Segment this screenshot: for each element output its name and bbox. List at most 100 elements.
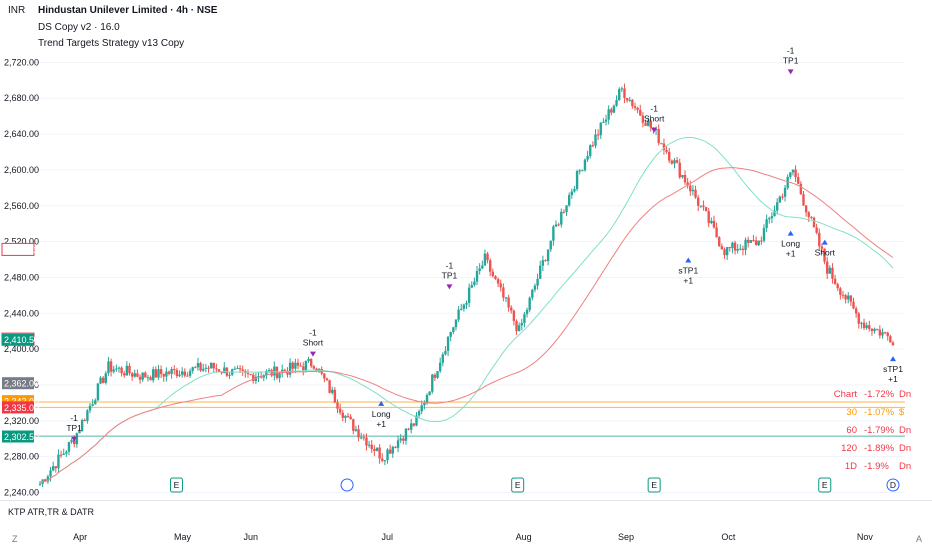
candle-body (75, 433, 79, 445)
corner-right-label[interactable]: A (916, 534, 923, 544)
candle-body (686, 182, 689, 186)
candle-body (338, 408, 342, 413)
candle-body (454, 319, 458, 328)
candle-body (589, 145, 592, 156)
candle-body (83, 420, 86, 422)
indicator-trend-targets[interactable]: Trend Targets Strategy v13 Copy (38, 38, 185, 49)
atr-pane[interactable]: KTP ATR,TR & DATR (0, 500, 932, 523)
candle-body (415, 415, 418, 426)
candle-body (668, 152, 671, 161)
candle-body (173, 368, 176, 370)
earnings-marker-label: E (822, 480, 828, 490)
candle-body (876, 328, 879, 330)
signal-arrow-up-icon (890, 356, 896, 362)
candle-body (407, 428, 410, 430)
candle-body (591, 145, 595, 147)
moving-average-fast (39, 136, 894, 485)
candle-body (702, 205, 705, 208)
signal-arrow-up-icon (821, 239, 828, 245)
candle-body (715, 227, 718, 238)
candle-body (765, 219, 768, 228)
candle-body (694, 189, 697, 198)
signal-label: -1 (787, 45, 795, 55)
y-tick-label: 2,640.00 (4, 129, 39, 139)
signal-label: -1 (650, 104, 658, 114)
candle-body (204, 367, 208, 369)
candle-body (554, 224, 558, 227)
x-tick-label: Jun (243, 532, 258, 542)
candle-body (515, 320, 518, 332)
y-tick-label: 2,600.00 (4, 165, 39, 175)
candle-body (180, 371, 184, 375)
candle-body (496, 279, 500, 284)
candle-body (531, 289, 534, 298)
candle-body (449, 331, 452, 337)
candle-body (836, 284, 839, 289)
y-tick-label: 2,400.00 (4, 344, 39, 354)
candle-body (557, 224, 560, 226)
candle-body (873, 328, 876, 332)
candle-body (383, 460, 387, 462)
candle-body (444, 350, 447, 355)
candle-body (107, 361, 110, 374)
table-row-value: -1.07% (864, 407, 895, 418)
candle-body (807, 212, 810, 217)
candle-body (718, 237, 721, 247)
signal-label: Long (781, 239, 800, 249)
candle-body (878, 329, 882, 336)
candle-body (478, 268, 481, 271)
candle-body (862, 322, 866, 328)
candle-body (707, 211, 710, 224)
candle-body (183, 371, 186, 376)
table-row-value: -1.79% (864, 425, 895, 436)
table-row-direction: Dn (899, 461, 911, 472)
candle-body (112, 369, 115, 372)
signal-arrow-down-icon (309, 351, 316, 357)
candle-body (747, 239, 750, 243)
candle-body (357, 429, 360, 438)
candle-body (299, 365, 302, 367)
candle-body (159, 369, 163, 374)
y-tick-label: 2,720.00 (4, 57, 39, 67)
candle-body (641, 115, 645, 123)
candle-body (420, 405, 423, 412)
corner-left-label[interactable]: Z (12, 534, 18, 544)
candle-body (346, 415, 350, 417)
candle-body (154, 369, 158, 378)
candle-body (644, 122, 647, 126)
candle-body (831, 267, 834, 279)
candle-body (881, 332, 884, 336)
candle-body (241, 369, 244, 371)
candle-body (683, 174, 687, 183)
candle-body (473, 281, 476, 286)
candle-body (59, 454, 63, 456)
candle-body (544, 260, 547, 262)
candle-body (491, 271, 495, 277)
candle-body (804, 205, 808, 213)
price-tag-label: 2,335.00 (4, 403, 39, 413)
candle-body (520, 322, 523, 326)
symbol-title[interactable]: Hindustan Unilever Limited · 4h · NSE (38, 5, 218, 16)
candle-body (773, 210, 776, 217)
earnings-marker-label: E (515, 480, 521, 490)
indicator-ds-copy[interactable]: DS Copy v2 · 16.0 (38, 22, 120, 33)
candle-body (344, 415, 347, 418)
signal-label: +1 (888, 374, 898, 384)
candle-body (502, 287, 505, 298)
candle-body (302, 366, 305, 371)
candle-body (452, 327, 455, 332)
candle-body (483, 253, 487, 266)
candle-body (760, 240, 763, 242)
candle-body (883, 332, 887, 334)
candle-body (425, 395, 429, 404)
candle-body (130, 373, 134, 377)
candle-body (165, 371, 168, 377)
candle-body (96, 383, 100, 401)
candle-body (710, 220, 713, 224)
candle-body (517, 325, 521, 332)
candle-body (373, 449, 376, 451)
signal-label: +1 (786, 249, 796, 259)
candle-body (586, 155, 589, 160)
candle-body (852, 301, 855, 309)
